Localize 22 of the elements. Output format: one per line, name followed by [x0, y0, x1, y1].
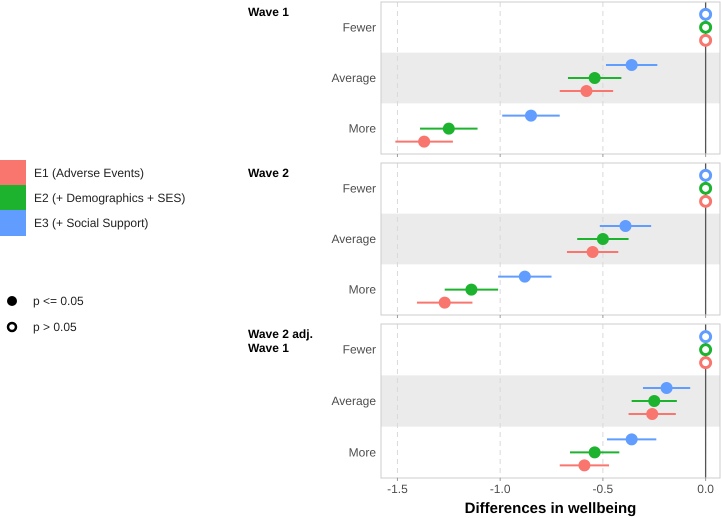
- y-tick-label: More: [348, 445, 376, 460]
- y-tick-label: Fewer: [342, 20, 376, 34]
- text: Wave 1: [248, 5, 290, 19]
- text: Wave 2: [248, 166, 290, 180]
- y-tick-label: Fewer: [342, 181, 376, 196]
- y-tick-label: Fewer: [342, 342, 376, 357]
- y-tick-label: Average: [332, 394, 376, 408]
- y-tick-label: More: [348, 282, 376, 297]
- legend-label: E1 (Adverse Events): [34, 166, 144, 180]
- x-tick-label: -0.5: [592, 482, 614, 496]
- y-tick-label: More: [348, 122, 376, 136]
- legend-label: E2 (+ Demographics + SES): [34, 191, 186, 205]
- text: p <= 0.05: [33, 294, 84, 308]
- y-tick-label: Average: [332, 71, 376, 85]
- x-axis-title: Differences in wellbeing: [464, 500, 636, 517]
- text: Wave 2 adj. Wave 1: [248, 327, 313, 355]
- x-tick-label: -1.0: [490, 482, 511, 496]
- legend-label: E3 (+ Social Support): [34, 216, 148, 230]
- text: p > 0.05: [33, 320, 78, 334]
- x-tick-label: -1.5: [387, 482, 408, 496]
- y-tick-label: Average: [332, 232, 376, 246]
- x-tick-label: 0.0: [697, 482, 714, 496]
